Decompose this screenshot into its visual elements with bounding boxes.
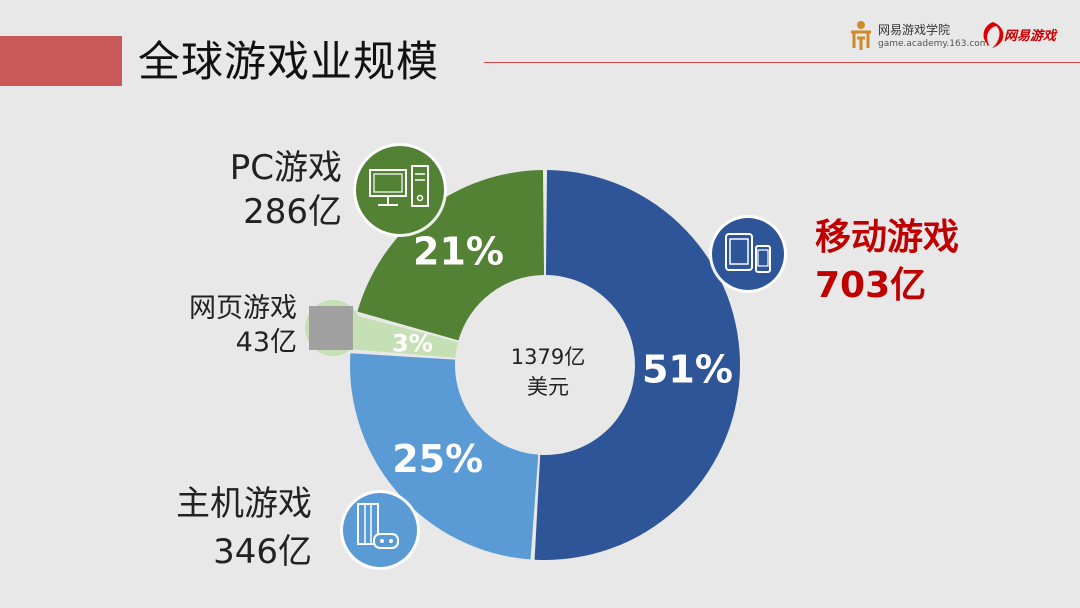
- center-total-value: 1379亿: [510, 345, 586, 369]
- percent-label-3: 21%: [413, 230, 504, 274]
- tablet-phone-icon: [709, 215, 787, 293]
- pc-games-name: PC游戏: [229, 148, 342, 188]
- netease-brand-name: 网易游戏: [1004, 29, 1057, 44]
- mobile-games-name: 移动游戏: [815, 217, 960, 258]
- center-total-unit: 美元: [527, 375, 569, 399]
- web-games-value: 43亿: [235, 327, 297, 358]
- label-console-games: 主机游戏 346亿: [176, 480, 312, 576]
- label-web-games: 网页游戏 43亿: [189, 292, 297, 360]
- console-games-name: 主机游戏: [176, 484, 312, 524]
- percent-label-0: 51%: [642, 348, 733, 392]
- slice-0: [534, 170, 741, 561]
- console-gamepad-icon: [340, 490, 420, 570]
- browser-square-icon: [305, 300, 361, 356]
- academy-emblem-icon: [851, 21, 871, 50]
- label-pc-games: PC游戏 286亿: [230, 146, 342, 234]
- netease-games-logo: 网易游戏: [978, 18, 1070, 54]
- page-title: 全球游戏业规模: [138, 37, 440, 86]
- donut-hole: [457, 277, 633, 453]
- academy-url: game.academy.163.com: [878, 39, 989, 49]
- netease-emblem-icon: [983, 22, 1004, 48]
- slice-2: [350, 315, 458, 358]
- title-accent-bar: [0, 36, 122, 86]
- slice-1: [350, 353, 539, 560]
- web-games-name: 网页游戏: [189, 293, 297, 324]
- academy-name: 网易游戏学院: [878, 23, 951, 37]
- pc-games-value: 286亿: [243, 192, 342, 232]
- desktop-computer-icon: [353, 143, 447, 237]
- mobile-games-value: 703亿: [815, 265, 927, 306]
- percent-label-2: 3%: [392, 329, 433, 357]
- label-mobile-games: 移动游戏 703亿: [815, 214, 959, 310]
- title-underline: [484, 62, 1080, 63]
- percent-label-1: 25%: [392, 437, 483, 481]
- chart-center-total: 1379亿 美元: [488, 342, 608, 402]
- academy-logo: 网易游戏学院 game.academy.163.com: [848, 18, 989, 54]
- console-games-value: 346亿: [213, 532, 312, 572]
- slice-3: [357, 170, 545, 341]
